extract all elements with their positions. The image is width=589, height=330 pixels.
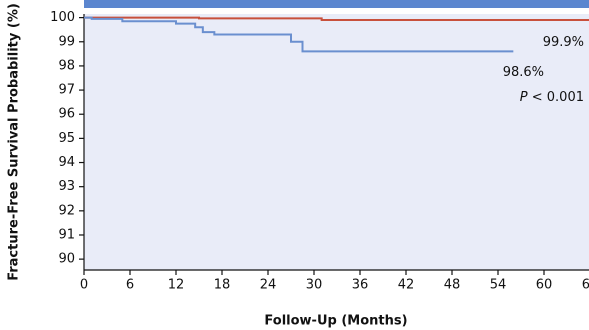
annotation-text: < 0.001 xyxy=(532,90,584,105)
annotation: P < 0.001 xyxy=(520,90,584,105)
annotation: 98.6% xyxy=(503,65,544,80)
y-tick-label: 100 xyxy=(50,10,75,25)
y-tick-label: 90 xyxy=(58,252,75,267)
y-tick-label: 96 xyxy=(58,107,75,122)
y-tick-label: 93 xyxy=(58,179,75,194)
annotation: 99.9% xyxy=(543,35,584,50)
x-tick-label: 0 xyxy=(80,278,88,293)
y-tick-label: 99 xyxy=(58,34,75,49)
x-tick-label: 24 xyxy=(260,278,277,293)
x-tick-label: 66 xyxy=(582,278,589,293)
x-tick-label: 48 xyxy=(444,278,461,293)
header-stripe xyxy=(84,0,589,8)
y-tick-label: 97 xyxy=(58,83,75,98)
survival-curve xyxy=(84,16,589,22)
x-tick-label: 42 xyxy=(398,278,415,293)
survival-curve xyxy=(84,16,514,53)
x-tick-label: 30 xyxy=(306,278,323,293)
y-tick-label: 91 xyxy=(58,227,75,242)
annotation-text: 99.9% xyxy=(543,35,584,50)
y-tick-label: 92 xyxy=(58,203,75,218)
y-axis-label: Fracture-Free Survival Probability (%) xyxy=(7,3,22,281)
y-tick-label: 94 xyxy=(58,155,75,170)
x-axis-label: Follow-Up (Months) xyxy=(264,314,407,329)
plot-background xyxy=(84,14,589,270)
x-tick-label: 60 xyxy=(536,278,553,293)
y-tick-label: 95 xyxy=(58,131,75,146)
x-tick-label: 54 xyxy=(490,278,507,293)
annotation-italic: P xyxy=(520,90,528,105)
x-tick-label: 6 xyxy=(126,278,134,293)
x-tick-label: 18 xyxy=(214,278,231,293)
x-tick-label: 36 xyxy=(352,278,369,293)
y-tick-label: 98 xyxy=(58,58,75,73)
x-tick-label: 12 xyxy=(168,278,185,293)
annotation-text: 98.6% xyxy=(503,65,544,80)
